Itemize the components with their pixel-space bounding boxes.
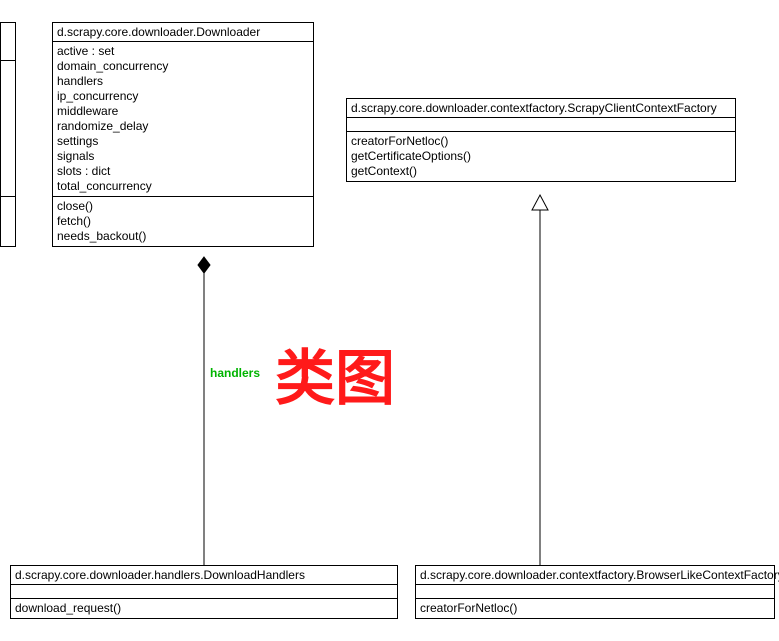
- uml-method: creatorForNetloc(): [351, 134, 731, 149]
- uml-class-downloader: d.scrapy.core.downloader.Downloader acti…: [52, 22, 314, 247]
- uml-methods: [1, 197, 15, 211]
- uml-attributes: [347, 118, 735, 132]
- uml-method: creatorForNetloc(): [420, 601, 770, 616]
- uml-class-context-factory: d.scrapy.core.downloader.contextfactory.…: [346, 98, 736, 182]
- uml-attributes: [11, 585, 397, 599]
- uml-class-title: d.scrapy.core.downloader.contextfactory.…: [416, 566, 774, 585]
- uml-attr: slots : dict: [57, 164, 309, 179]
- uml-class-title: d.scrapy.core.downloader.contextfactory.…: [347, 99, 735, 118]
- title-overlay: 类图: [275, 330, 395, 417]
- uml-class-download-handlers: d.scrapy.core.downloader.handlers.Downlo…: [10, 565, 398, 619]
- uml-method: close(): [57, 199, 309, 214]
- inheritance-triangle-icon: [532, 195, 548, 210]
- uml-class-partial: [0, 22, 16, 247]
- uml-attr: ip_concurrency: [57, 89, 309, 104]
- uml-attr: total_concurrency: [57, 179, 309, 194]
- uml-class-title: d.scrapy.core.downloader.handlers.Downlo…: [11, 566, 397, 585]
- uml-attr: domain_concurrency: [57, 59, 309, 74]
- uml-methods: download_request(): [11, 599, 397, 618]
- uml-method: download_request(): [15, 601, 393, 616]
- uml-class-browser-like: d.scrapy.core.downloader.contextfactory.…: [415, 565, 775, 619]
- uml-attributes: [416, 585, 774, 599]
- uml-attr: active : set: [57, 44, 309, 59]
- uml-attr: handlers: [57, 74, 309, 89]
- uml-methods: creatorForNetloc(): [416, 599, 774, 618]
- uml-method: getContext(): [351, 164, 731, 179]
- uml-attributes: [1, 61, 15, 197]
- edge-label-handlers: handlers: [210, 366, 260, 380]
- composition-diamond-icon: [198, 257, 210, 273]
- uml-attr: middleware: [57, 104, 309, 119]
- uml-method: getCertificateOptions(): [351, 149, 731, 164]
- uml-method: fetch(): [57, 214, 309, 229]
- uml-attributes: active : set domain_concurrency handlers…: [53, 42, 313, 197]
- uml-attr: randomize_delay: [57, 119, 309, 134]
- uml-methods: close() fetch() needs_backout(): [53, 197, 313, 246]
- uml-attr: signals: [57, 149, 309, 164]
- uml-method: needs_backout(): [57, 229, 309, 244]
- uml-class-title: d.scrapy.core.downloader.Downloader: [53, 23, 313, 42]
- uml-class-title: [1, 23, 15, 61]
- uml-attr: settings: [57, 134, 309, 149]
- uml-methods: creatorForNetloc() getCertificateOptions…: [347, 132, 735, 181]
